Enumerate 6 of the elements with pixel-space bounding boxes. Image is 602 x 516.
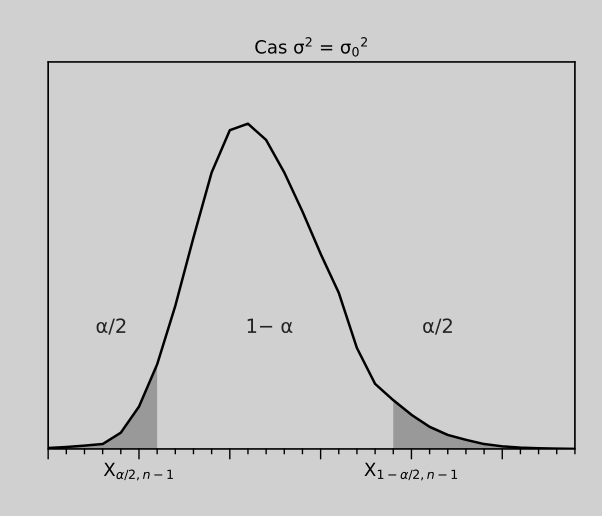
annotation: α/2 (423, 318, 452, 335)
x-tick-label: X$_{α/2,n−1}$ (104, 462, 173, 480)
chart-title: Cas σ$^{2}$ = σ$_{0}$$^{2}$ (255, 37, 367, 57)
annotation: 1− α (248, 318, 292, 334)
x-tick-label: X$_{1−α/2,n−1}$ (364, 462, 458, 480)
annotation: α/2 (96, 318, 126, 335)
